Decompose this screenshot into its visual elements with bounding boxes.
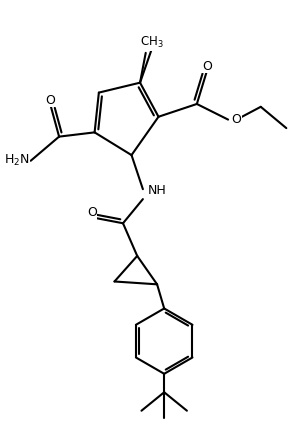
Text: O: O (46, 94, 55, 107)
Text: CH$_3$: CH$_3$ (140, 35, 163, 50)
Text: NH: NH (148, 184, 167, 197)
Text: O: O (232, 113, 241, 126)
Text: O: O (87, 206, 97, 219)
Text: $\mathregular{H_2N}$: $\mathregular{H_2N}$ (4, 153, 29, 168)
Text: O: O (202, 60, 212, 73)
